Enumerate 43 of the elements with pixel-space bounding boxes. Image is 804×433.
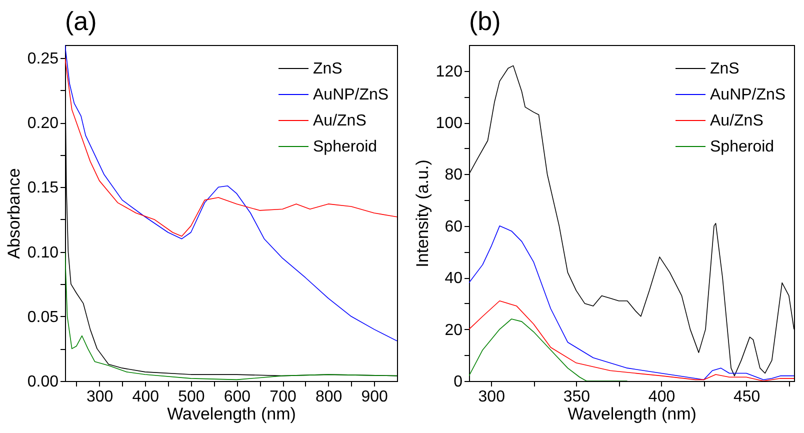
legend-label: AuNP/ZnS [710,86,786,104]
y-tick-label: 60 [444,218,463,236]
legend-label: Spheroid [313,138,378,156]
x-tick-label: 450 [734,388,760,406]
x-tick-label: 350 [563,388,590,406]
y-tick-label: 40 [444,270,463,288]
chart-title: (a) [65,6,97,36]
y-tick-label: 0.25 [27,50,59,68]
y-tick-label: 0.05 [27,308,59,326]
legend-label: AuNP/ZnS [313,86,389,104]
x-tick-label: 600 [224,388,251,406]
line-series [469,318,628,381]
x-tick-label: 700 [270,388,296,406]
x-tick-label: 500 [178,388,205,406]
x-tick-label: 800 [315,388,342,406]
line-series [469,300,794,381]
chart-title: (b) [469,6,501,36]
y-tick-label: 0.20 [27,115,59,132]
y-tick-label: 80 [444,166,463,184]
line-series [469,226,794,380]
x-axis-title: Wavelength (nm) [568,404,696,424]
y-tick-label: 0.00 [27,374,59,390]
y-tick-label: 120 [436,63,463,80]
y-tick-label: 0.10 [27,244,59,262]
y-axis-title: Absorbance [4,168,24,259]
x-tick-label: 300 [86,388,114,406]
legend-label: ZnS [710,60,740,78]
x-tick-label: 400 [648,388,676,406]
y-tick-label: 100 [436,115,463,132]
x-axis-title: Wavelength (nm) [167,404,296,424]
y-axis-title: Intensity (a.u.) [412,160,432,268]
legend-label: ZnS [313,60,342,78]
legend-label: Au/ZnS [313,112,366,130]
y-tick-label: 0.15 [27,180,59,197]
line-series [65,251,397,380]
legend-label: Au/ZnS [710,112,764,130]
x-tick-label: 900 [361,388,388,406]
x-tick-label: 400 [132,388,160,406]
line-series [65,58,397,237]
legend-label: Spheroid [710,138,774,156]
x-tick-label: 300 [478,388,506,406]
y-tick-label: 20 [444,322,463,339]
y-tick-label: 0 [454,374,463,390]
